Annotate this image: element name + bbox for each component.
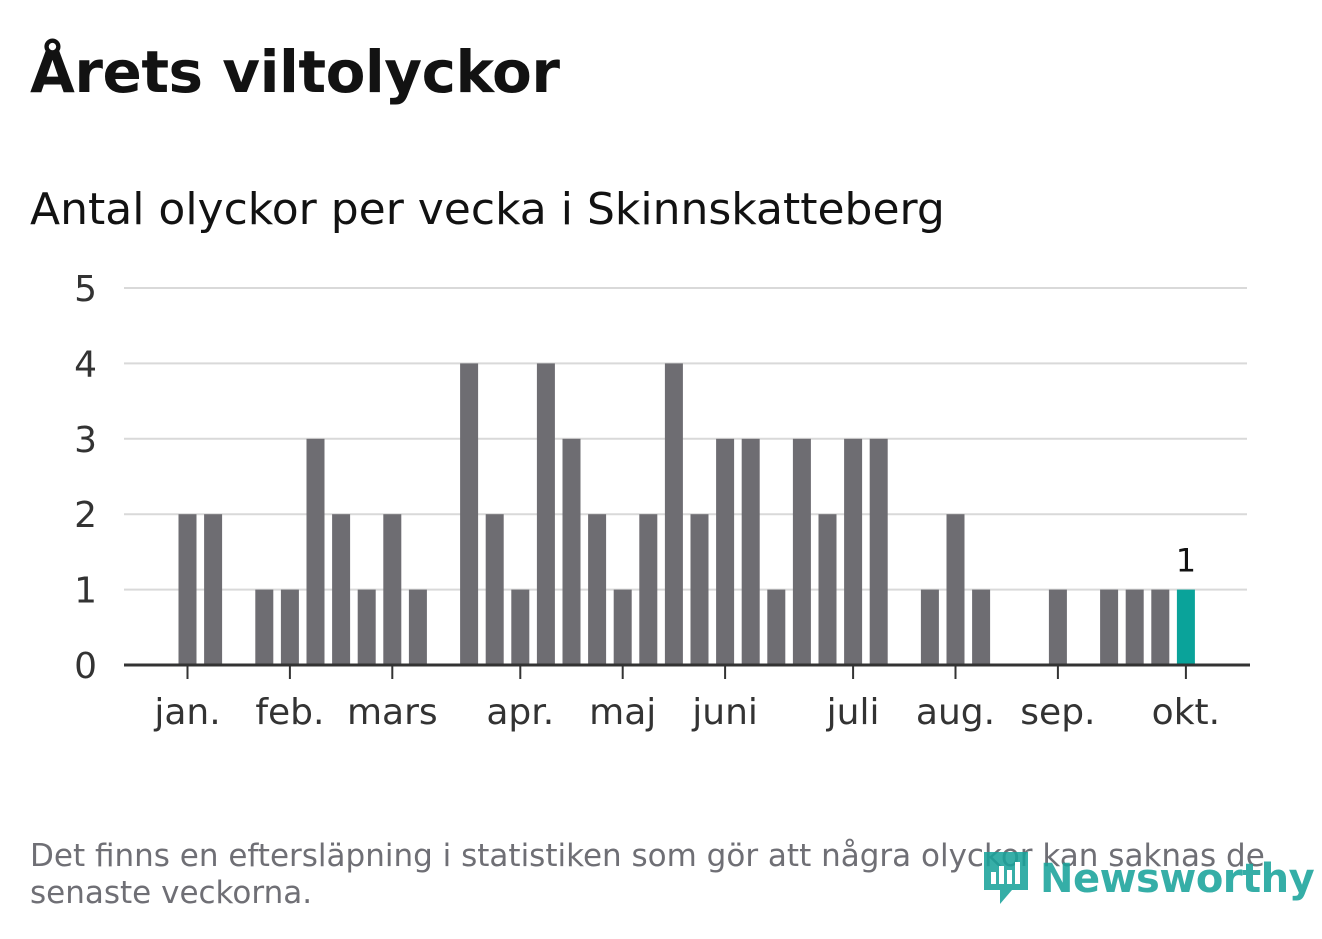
- bar: [946, 514, 965, 665]
- bar: [357, 589, 376, 665]
- chart-subtitle: Antal olyckor per vecka i Skinnskatteber…: [30, 184, 945, 235]
- y-tick-label: 2: [74, 495, 97, 536]
- bar: [613, 589, 632, 665]
- y-tick-label: 3: [74, 420, 97, 461]
- x-tick-label: juni: [691, 692, 758, 733]
- bar: [204, 514, 223, 665]
- bar-highlight: [1176, 589, 1195, 665]
- y-tick-label: 0: [74, 646, 97, 687]
- bars: [178, 363, 1195, 665]
- bar: [844, 438, 863, 665]
- highlight-data-label: 1: [1176, 542, 1196, 580]
- bar: [562, 438, 581, 665]
- y-tick-label: 5: [74, 269, 97, 310]
- bar: [383, 514, 402, 665]
- bar: [485, 514, 504, 665]
- bar: [536, 363, 555, 665]
- bar: [460, 363, 479, 665]
- newsworthy-logo-icon: [984, 852, 1028, 904]
- annotations: 1: [1176, 542, 1196, 580]
- x-tick-label: jan.: [153, 692, 220, 733]
- x-tick-label: mars: [347, 692, 438, 733]
- bar: [1048, 589, 1067, 665]
- footnote: Det finns en eftersläpning i statistiken…: [30, 838, 1265, 911]
- bar: [664, 363, 683, 665]
- bar: [408, 589, 427, 665]
- x-tick-label: feb.: [255, 692, 324, 733]
- bar: [255, 589, 274, 665]
- y-axis-ticks: 0 1 2 3 4 5: [74, 269, 97, 687]
- bar: [741, 438, 760, 665]
- bar: [792, 438, 811, 665]
- x-tick-label: okt.: [1152, 692, 1220, 733]
- bar: [306, 438, 325, 665]
- bar: [588, 514, 607, 665]
- bar: [280, 589, 299, 665]
- bar: [178, 514, 197, 665]
- x-tick-label: maj: [589, 692, 656, 733]
- bar: [639, 514, 658, 665]
- bar: [972, 589, 991, 665]
- gridlines: [124, 287, 1247, 591]
- bar: [332, 514, 351, 665]
- y-tick-label: 1: [74, 571, 97, 612]
- bar: [1100, 589, 1119, 665]
- bar: [690, 514, 709, 665]
- x-tick-label: juli: [826, 692, 880, 733]
- bar: [1125, 589, 1144, 665]
- bar: [511, 589, 530, 665]
- bar-chart: 0 1 2 3 4 5 jan. feb. mars apr. maj juni juli aug. se…: [74, 269, 1250, 733]
- x-tick-label: sep.: [1020, 692, 1095, 733]
- newsworthy-logo: Newsworthy: [980, 848, 1315, 910]
- bar: [869, 438, 888, 665]
- bar: [818, 514, 837, 665]
- x-tick-label: apr.: [486, 692, 554, 733]
- y-tick-label: 4: [74, 344, 97, 385]
- x-axis-labels: jan. feb. mars apr. maj juni juli aug. sep. okt.: [153, 692, 1220, 733]
- x-tick-label: aug.: [916, 692, 995, 733]
- bar: [920, 589, 939, 665]
- bar: [767, 589, 786, 665]
- x-axis: [124, 663, 1250, 679]
- newsworthy-logo-text: Newsworthy: [1040, 856, 1315, 902]
- bar: [1151, 589, 1170, 665]
- bar: [716, 438, 735, 665]
- chart-title: Årets viltolyckor: [30, 38, 560, 106]
